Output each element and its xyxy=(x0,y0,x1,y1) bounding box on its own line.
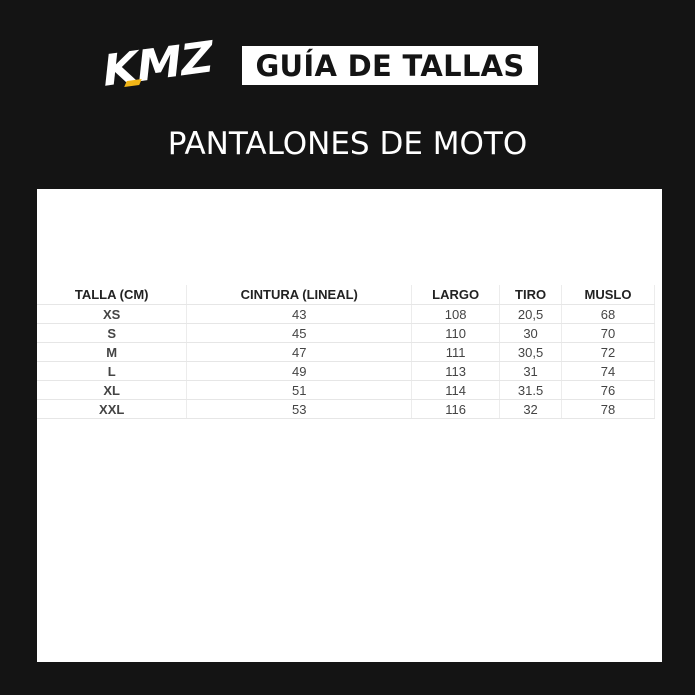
value-cell: 47 xyxy=(186,342,413,362)
value-cell: 31 xyxy=(499,361,563,381)
title-box: GUÍA DE TALLAS xyxy=(242,46,538,85)
size-cell: M xyxy=(37,342,188,362)
value-cell: 111 xyxy=(411,342,501,362)
column-header: TIRO xyxy=(499,285,563,305)
value-cell: 31.5 xyxy=(499,380,563,400)
value-cell: 43 xyxy=(186,304,413,324)
value-cell: 49 xyxy=(186,361,413,381)
value-cell: 72 xyxy=(561,342,655,362)
value-cell: 30 xyxy=(499,323,563,343)
page-title: GUÍA DE TALLAS xyxy=(255,48,525,83)
value-cell: 32 xyxy=(499,399,563,419)
kmz-logo: KMZ xyxy=(100,32,216,97)
size-cell: XL xyxy=(37,380,188,400)
size-table: TALLA (CM) CINTURA (LINEAL) LARGO TIRO MUSLO… xyxy=(37,285,655,419)
size-cell: L xyxy=(37,361,188,381)
value-cell: 110 xyxy=(411,323,501,343)
value-cell: 74 xyxy=(561,361,655,381)
value-cell: 76 xyxy=(561,380,655,400)
logo-text: KMZ xyxy=(99,31,215,98)
column-header: LARGO xyxy=(411,285,501,305)
table-header-row: TALLA (CM) CINTURA (LINEAL) LARGO TIRO MUSLO xyxy=(37,285,655,305)
size-cell: S xyxy=(37,323,188,343)
value-cell: 108 xyxy=(411,304,501,324)
table-row: XS 43 108 20,5 68 xyxy=(37,304,655,324)
size-cell: XS xyxy=(37,304,188,324)
table-row: S 45 110 30 70 xyxy=(37,323,655,343)
value-cell: 68 xyxy=(561,304,655,324)
value-cell: 114 xyxy=(411,380,501,400)
page-subtitle: PANTALONES DE MOTO xyxy=(167,126,528,162)
size-chart-panel: TALLA (CM) CINTURA (LINEAL) LARGO TIRO MUSLO… xyxy=(37,189,662,662)
value-cell: 51 xyxy=(186,380,413,400)
value-cell: 20,5 xyxy=(499,304,563,324)
table-row: XL 51 114 31.5 76 xyxy=(37,380,655,400)
table-row: XXL 53 116 32 78 xyxy=(37,399,655,419)
column-header: TALLA (CM) xyxy=(37,285,188,305)
value-cell: 70 xyxy=(561,323,655,343)
value-cell: 45 xyxy=(186,323,413,343)
size-cell: XXL xyxy=(37,399,188,419)
value-cell: 116 xyxy=(411,399,501,419)
table-row: L 49 113 31 74 xyxy=(37,361,655,381)
value-cell: 53 xyxy=(186,399,413,419)
column-header: CINTURA (LINEAL) xyxy=(186,285,413,305)
column-header: MUSLO xyxy=(561,285,655,305)
value-cell: 30,5 xyxy=(499,342,563,362)
table-row: M 47 111 30,5 72 xyxy=(37,342,655,362)
value-cell: 113 xyxy=(411,361,501,381)
value-cell: 78 xyxy=(561,399,655,419)
